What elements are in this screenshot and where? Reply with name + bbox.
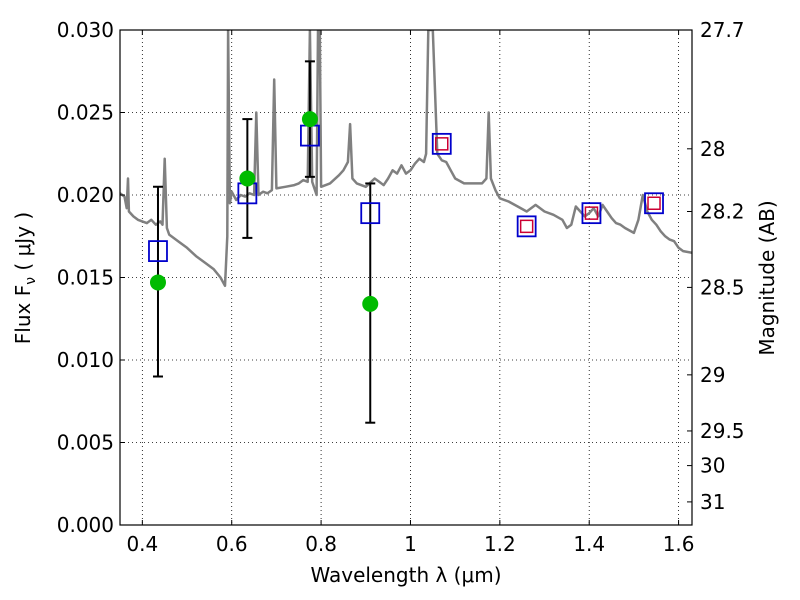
y-tick-label: 0.015 <box>57 266 114 290</box>
photometry-square <box>431 132 452 155</box>
data-layer <box>120 30 692 424</box>
x-axis-label: Wavelength λ (μm) <box>310 563 501 587</box>
photometry-square <box>360 202 381 225</box>
model-square <box>647 196 661 210</box>
y-tick-label: 0.025 <box>57 101 114 125</box>
plot-background <box>120 30 692 525</box>
y2-tick-label: 29.5 <box>700 419 745 443</box>
y2-tick-label: 31 <box>700 490 725 514</box>
spectrum-line <box>120 30 692 288</box>
data-point <box>149 274 166 291</box>
data-point <box>362 295 379 312</box>
model-square <box>519 219 534 234</box>
model-square <box>584 206 599 220</box>
y2-tick-label: 30 <box>700 454 725 478</box>
x-tick-label: 1.4 <box>573 532 605 556</box>
data-point <box>239 170 256 187</box>
y-axis-label-unit: ( μJy ) <box>11 212 35 277</box>
photometry-square <box>516 215 537 238</box>
x-tick-label: 1.6 <box>663 532 695 556</box>
photometry-square <box>581 202 602 225</box>
y-axis-label-subscript: ν <box>23 277 39 285</box>
y-axis-label-main: Flux F <box>11 285 35 344</box>
data-point <box>301 111 318 128</box>
y2-tick-label: 28 <box>700 137 725 161</box>
photometry-square <box>644 192 664 215</box>
y2-axis-label: Magnitude (AB) <box>755 200 779 355</box>
y-tick-label: 0.020 <box>57 183 114 207</box>
plot-frame <box>119 29 693 526</box>
y-tick-label: 0.010 <box>57 348 114 372</box>
y-tick-label: 0.000 <box>57 513 114 537</box>
y-tick-label: 0.005 <box>57 431 114 455</box>
x-tick-label: 1 <box>404 532 417 556</box>
x-tick-label: 0.6 <box>216 532 248 556</box>
y2-tick-label: 28.5 <box>700 275 745 299</box>
y2-tick-label: 27.7 <box>700 18 745 42</box>
model-square <box>435 137 449 151</box>
x-tick-label: 0.8 <box>305 532 337 556</box>
y-tick-label: 0.030 <box>57 18 114 42</box>
x-tick-label: 1.2 <box>484 532 516 556</box>
y-axis-label: Flux Fν ( μJy ) <box>11 212 39 344</box>
photometry-square <box>148 240 168 263</box>
y2-tick-label: 28.2 <box>700 200 745 224</box>
y2-tick-label: 29 <box>700 363 725 387</box>
ticks: 0.4 0.6 0.8 1 1.2 1.4 1.6 0.000 0.005 0.010 0.015 0… <box>57 18 745 556</box>
x-tick-label: 0.4 <box>126 532 158 556</box>
